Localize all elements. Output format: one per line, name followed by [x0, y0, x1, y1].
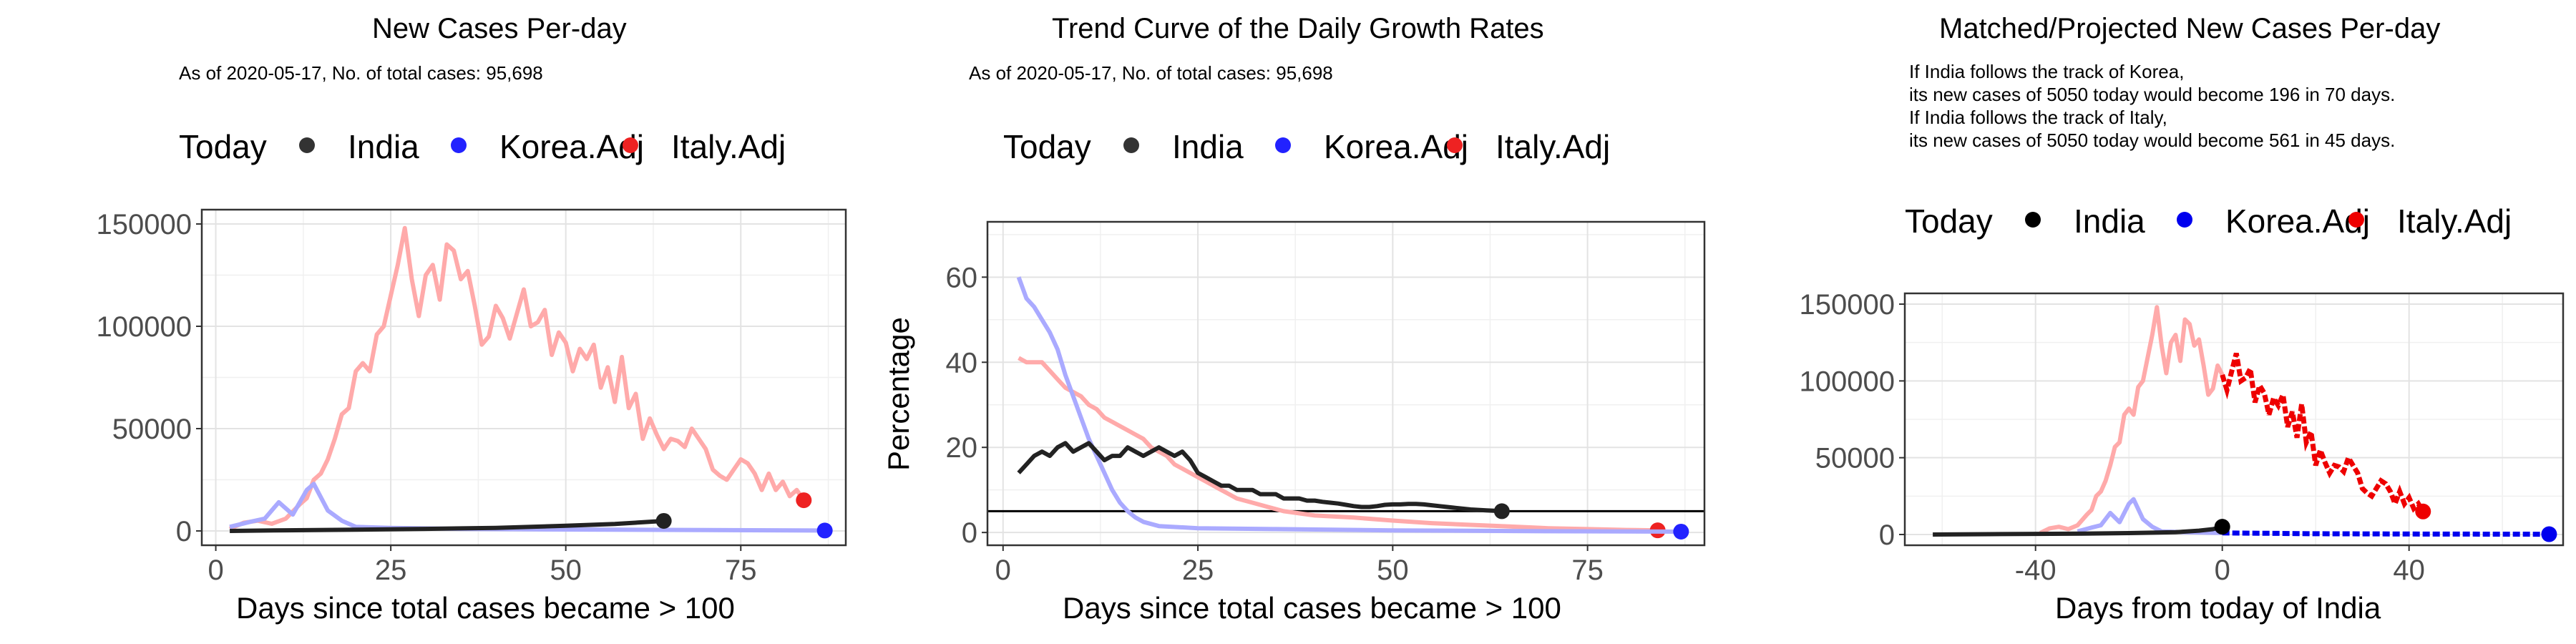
x-tick-label: 50	[1377, 555, 1409, 586]
panel-1-xlabel: Days since total cases became > 100	[236, 591, 735, 625]
series-line-korea	[229, 482, 825, 533]
panel-3-note-line-2: its new cases of 5050 today would become…	[1909, 84, 2396, 105]
legend-dot-india	[299, 137, 315, 153]
today-point-korea	[1673, 523, 1689, 540]
legend-dot-korea	[451, 137, 467, 153]
today-point-italy	[796, 492, 812, 509]
panel-3-note-line-1: If India follows the track of Korea,	[1909, 61, 2185, 82]
panel-2-ylabel: Percentage	[882, 317, 915, 471]
plot-border	[986, 220, 1706, 547]
y-tick-label: 60	[946, 262, 978, 293]
x-tick-label: 75	[1571, 555, 1604, 586]
legend-dot-italy	[1447, 137, 1463, 153]
legend-dot-india	[2025, 212, 2041, 228]
y-tick-label: 20	[946, 432, 978, 464]
x-tick-label: 0	[2215, 555, 2230, 586]
x-tick-label: 50	[550, 555, 582, 586]
panel-3-note: If India follows the track of Korea, its…	[1909, 60, 2395, 152]
legend-dot-korea	[2177, 212, 2192, 228]
legend-dot-korea	[1275, 137, 1291, 153]
today-point-italy	[2415, 503, 2431, 519]
x-tick-label: 25	[1182, 555, 1214, 586]
today-point-korea	[2541, 526, 2557, 542]
panel-3-legend: Today India Korea.Adj Italy.Adj	[1905, 202, 2576, 245]
legend-label-india: India	[1172, 128, 1244, 165]
projected-line-korea	[2222, 530, 2550, 537]
today-point-india	[655, 512, 672, 529]
series-line-india	[230, 519, 664, 533]
series-line-india	[1017, 441, 1502, 514]
legend-label-india: India	[348, 128, 419, 165]
plot-border	[200, 208, 847, 547]
panel-2-title: Trend Curve of the Daily Growth Rates	[1052, 13, 1544, 44]
panel-2-xlabel: Days since total cases became > 100	[1063, 591, 1561, 625]
x-tick-label: 0	[995, 555, 1011, 586]
today-point-korea	[816, 522, 833, 539]
panel-3-xlabel: Days from today of India	[2055, 591, 2381, 625]
today-point-india	[1493, 503, 1510, 519]
legend-dot-india	[1123, 137, 1139, 153]
legend-dot-italy	[623, 137, 638, 153]
x-tick-label: 0	[208, 555, 223, 586]
panel-new-cases: New Cases Per-day As of 2020-05-17, No. …	[0, 0, 859, 644]
y-tick-label: 0	[176, 516, 192, 547]
legend-label-italy: Italy.Adj	[2397, 203, 2512, 240]
plot-projected: -40 0 40 0 50000 100000 150000	[1800, 289, 2565, 586]
y-tick-label: 100000	[1800, 366, 1895, 397]
today-point-india	[2214, 519, 2230, 535]
y-tick-label: 150000	[1800, 289, 1895, 321]
panel-projected: Matched/Projected New Cases Per-day If I…	[1717, 0, 2576, 644]
panel-3-title: Matched/Projected New Cases Per-day	[1939, 13, 2441, 44]
y-tick-label: 0	[962, 517, 977, 549]
x-tick-label: 75	[725, 555, 757, 586]
legend-dot-italy	[2348, 212, 2364, 228]
legend-label-korea: Korea.Adj	[499, 128, 645, 165]
projected-line-italy	[2220, 352, 2426, 513]
panel-1-note: As of 2020-05-17, No. of total cases: 95…	[179, 62, 543, 84]
panel-2-legend: Today India Korea.Adj Italy.Adj	[1003, 127, 1690, 170]
y-tick-label: 0	[1879, 519, 1895, 551]
panel-2-note: As of 2020-05-17, No. of total cases: 95…	[969, 62, 1333, 84]
legend-label-korea: Korea.Adj	[1324, 128, 1469, 165]
series-line-korea	[2077, 497, 2223, 535]
series-line-italy	[228, 225, 806, 531]
plot-new-cases: 0 25 50 75 0 50000 100000 150000	[97, 208, 847, 586]
panel-1-title: New Cases Per-day	[372, 13, 627, 44]
y-tick-label: 100000	[97, 311, 192, 343]
y-tick-label: 50000	[112, 414, 192, 445]
legend-title: Today	[1003, 128, 1091, 165]
plot-growth-rates: 0 25 50 75 0 20 40 60	[946, 220, 1706, 586]
legend-title: Today	[179, 128, 267, 165]
panel-3-note-line-4: its new cases of 5050 today would become…	[1909, 130, 2396, 151]
legend-label-italy: Italy.Adj	[671, 128, 786, 165]
panel-growth-rates: Trend Curve of the Daily Growth Rates As…	[859, 0, 1717, 644]
panel-1-legend: Today India Korea.Adj Italy.Adj	[179, 127, 866, 170]
x-tick-label: 25	[375, 555, 407, 586]
x-tick-label: -40	[2015, 555, 2057, 586]
series-line-india	[1933, 525, 2223, 537]
legend-label-india: India	[2074, 203, 2145, 240]
series-line-korea	[1016, 276, 1682, 534]
y-tick-label: 40	[946, 347, 978, 379]
legend-label-korea: Korea.Adj	[2225, 203, 2371, 240]
series-line-italy	[2039, 305, 2225, 535]
x-tick-label: 40	[2393, 555, 2425, 586]
plot-border	[1903, 292, 2565, 547]
y-tick-label: 50000	[1815, 443, 1895, 474]
legend-title: Today	[1905, 203, 1993, 240]
panel-3-note-line-3: If India follows the track of Italy,	[1909, 107, 2167, 128]
y-tick-label: 150000	[97, 209, 192, 240]
legend-label-italy: Italy.Adj	[1496, 128, 1611, 165]
